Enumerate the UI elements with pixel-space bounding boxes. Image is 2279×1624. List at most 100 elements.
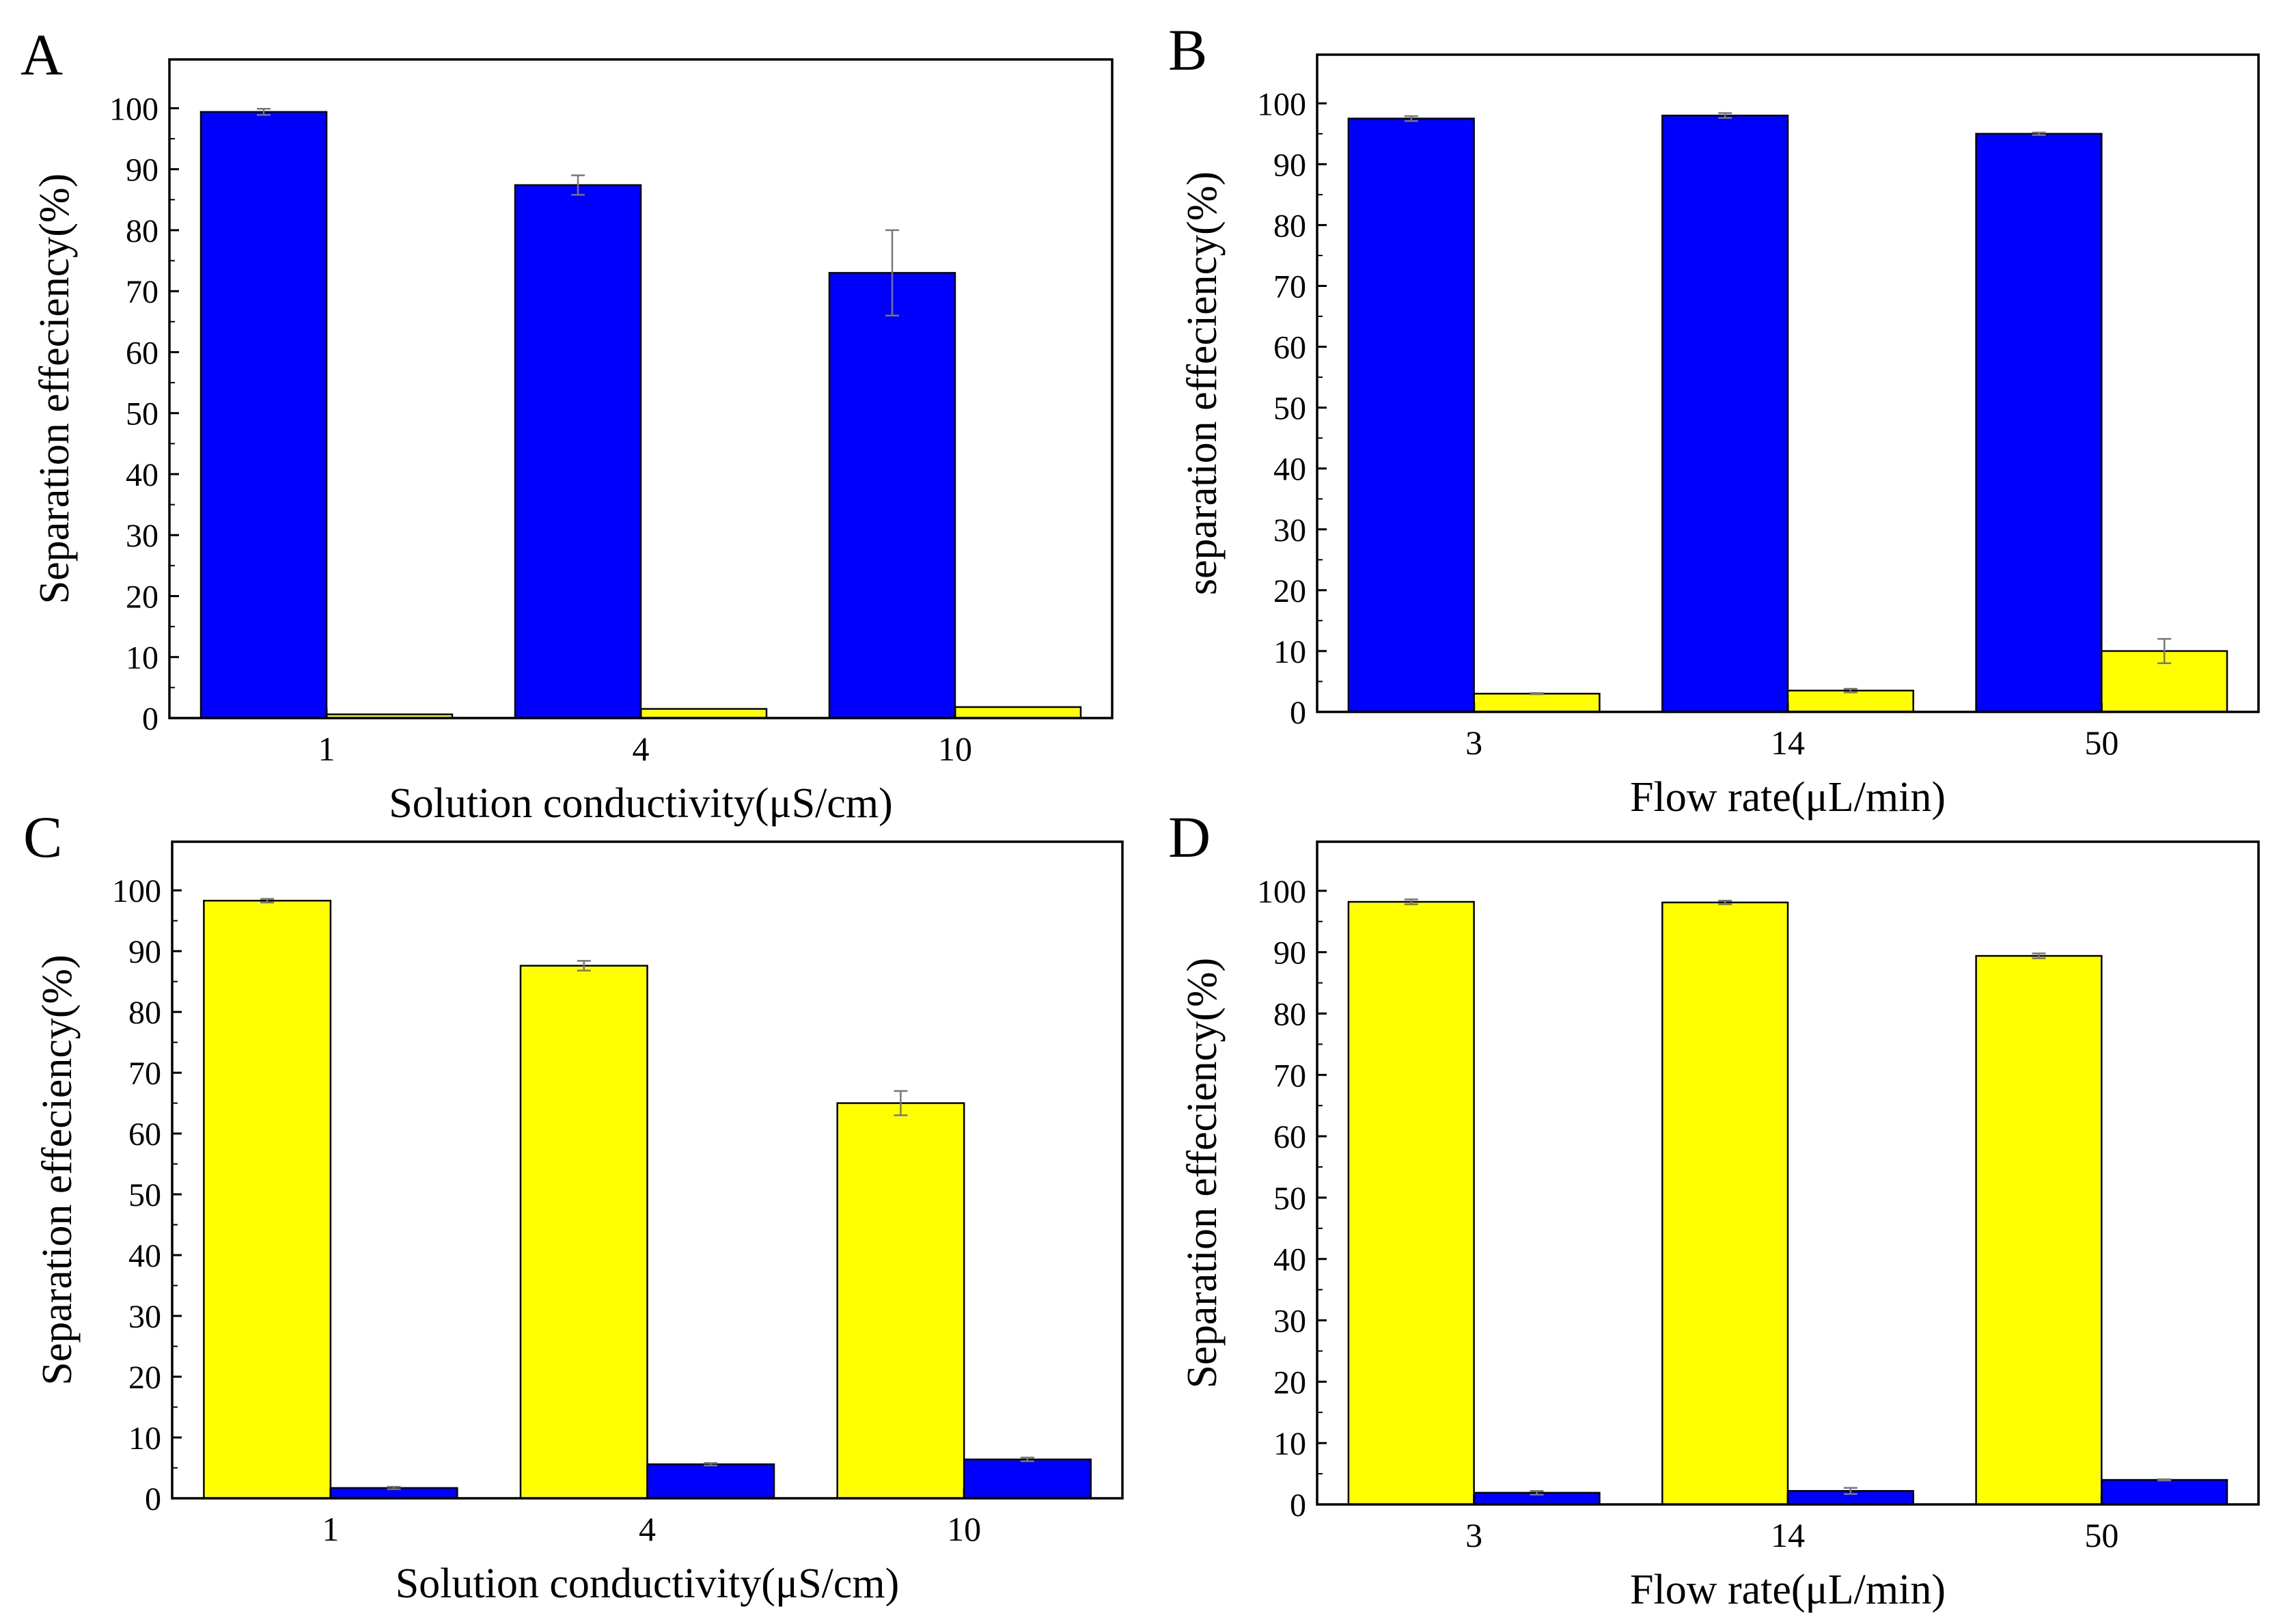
y-tick-label: 70: [128, 1056, 161, 1092]
y-tick-label: 10: [126, 640, 158, 676]
y-tick-label: 10: [128, 1420, 161, 1457]
y-tick-label: 100: [109, 91, 158, 127]
panel-b: B 3 14 50 0 10 20 30 40 50 60 70 80 90 100 Flow rate(μL…: [1168, 17, 2260, 821]
y-tick-label: 0: [1290, 695, 1306, 731]
error-bar-blue-4: [704, 1462, 718, 1467]
y-tick-label: 60: [1273, 330, 1306, 366]
y-tick-label: 80: [1273, 996, 1306, 1032]
y-tick-label: 30: [1273, 1304, 1306, 1340]
plot-frame: [171, 840, 1124, 1500]
y-axis-title: Separation effeciency(%): [34, 954, 81, 1386]
error-bar-blue-14: [1718, 112, 1732, 119]
x-tick-label: 4: [633, 730, 650, 768]
panel-label: A: [20, 22, 63, 87]
y-axis-title: separation effeciency(%): [1179, 171, 1226, 595]
y-tick-label: 10: [1273, 1426, 1306, 1462]
bar-blue-14: [1661, 114, 1789, 713]
error-bar-yellow-14: [1843, 687, 1857, 693]
x-tick-label: 10: [947, 1510, 981, 1548]
y-tick-label: 40: [128, 1238, 161, 1274]
y-tick-label: 40: [126, 457, 158, 493]
y-tick-label: 0: [145, 1481, 161, 1517]
y-axis-title: Separation effeciency(%): [1179, 958, 1226, 1389]
error-bar-yellow-1: [260, 898, 275, 904]
error-bar-yellow-3: [1404, 898, 1418, 905]
y-tick-label: 0: [1290, 1487, 1306, 1524]
error-bar-blue-1: [387, 1485, 401, 1490]
y-tick-label: 100: [1257, 86, 1306, 122]
error-bar-blue-50: [2032, 131, 2046, 136]
y-tick-label: 100: [112, 873, 161, 909]
error-bar-blue-1: [257, 108, 271, 116]
x-tick-label: 50: [2084, 1516, 2118, 1554]
bar-yellow-50: [1975, 954, 2103, 1506]
bar-yellow-4: [519, 965, 648, 1500]
x-tick-label: 3: [1465, 1516, 1482, 1554]
bar-blue-10: [828, 272, 956, 719]
y-tick-label: 100: [1257, 874, 1306, 910]
panel-label: B: [1168, 17, 1207, 83]
y-tick-label: 30: [128, 1299, 161, 1335]
y-tick-label: 20: [1273, 1364, 1306, 1401]
error-bar-blue-3: [1404, 115, 1418, 122]
bar-blue-4: [514, 184, 642, 719]
error-bar-blue-10: [885, 229, 899, 317]
y-tick-label: 80: [1273, 208, 1306, 244]
y-tick-label: 50: [128, 1177, 161, 1213]
x-tick-label: 10: [938, 730, 972, 768]
error-bar-yellow-4: [577, 960, 591, 972]
plot-frame: [1316, 840, 2260, 1506]
x-tick-label: 14: [1771, 724, 1805, 762]
bar-blue-10: [963, 1458, 1092, 1500]
y-tick-label: 90: [1273, 935, 1306, 972]
y-tick-label: 60: [126, 335, 158, 371]
error-bar-yellow-10: [894, 1090, 908, 1116]
error-bar-blue-50: [2157, 1478, 2172, 1482]
y-tick-label: 50: [126, 396, 158, 432]
x-tick-label: 3: [1465, 724, 1482, 762]
bar-yellow-14: [1661, 901, 1789, 1506]
y-tick-label: 80: [128, 995, 161, 1031]
error-bar-yellow-50: [2157, 637, 2172, 664]
x-tick-label: 1: [322, 1510, 339, 1548]
panel-d: D 3 14 50 0 10 20 30 40 50 60 70 80 90 100 Flow rate(μL…: [1168, 804, 2260, 1613]
y-tick-label: 50: [1273, 391, 1306, 427]
y-tick-label: 20: [126, 579, 158, 615]
y-tick-label: 20: [128, 1360, 161, 1396]
bar-blue-4: [646, 1463, 775, 1500]
bar-blue-3: [1347, 118, 1475, 713]
y-tick-label: 60: [1273, 1119, 1306, 1155]
y-tick-label: 60: [128, 1116, 161, 1153]
y-tick-label: 0: [142, 701, 158, 737]
y-tick-label: 70: [126, 274, 158, 310]
bar-yellow-10: [954, 706, 1082, 719]
bar-yellow-3: [1347, 900, 1475, 1506]
bar-yellow-14: [1786, 689, 1914, 713]
panel-label: C: [23, 804, 62, 870]
y-tick-label: 50: [1273, 1181, 1306, 1217]
bar-blue-50: [2101, 1478, 2228, 1506]
error-bar-blue-10: [1020, 1457, 1034, 1462]
x-axis-title: Flow rate(μL/min): [1630, 1567, 1946, 1613]
y-axis-title: Separation effeciency(%): [31, 174, 78, 605]
x-axis-title: Solution conductivity(μS/cm): [396, 1560, 900, 1607]
y-tick-label: 80: [126, 213, 158, 249]
plot-frame: [1316, 53, 2260, 713]
x-axis-title: Solution conductivity(μS/cm): [389, 780, 893, 827]
error-bar-yellow-14: [1718, 899, 1732, 905]
error-bar-yellow-3: [1530, 692, 1544, 696]
x-tick-label: 14: [1771, 1516, 1805, 1554]
y-tick-label: 70: [1273, 1058, 1306, 1094]
panel-label: D: [1168, 804, 1211, 870]
x-tick-label: 4: [639, 1510, 656, 1548]
y-tick-label: 70: [1273, 269, 1306, 305]
x-tick-label: 50: [2084, 724, 2118, 762]
bar-yellow-1: [203, 900, 332, 1500]
y-tick-label: 30: [126, 518, 158, 554]
y-tick-label: 10: [1273, 634, 1306, 670]
bar-yellow-3: [1473, 693, 1601, 713]
error-bar-blue-4: [571, 174, 585, 196]
